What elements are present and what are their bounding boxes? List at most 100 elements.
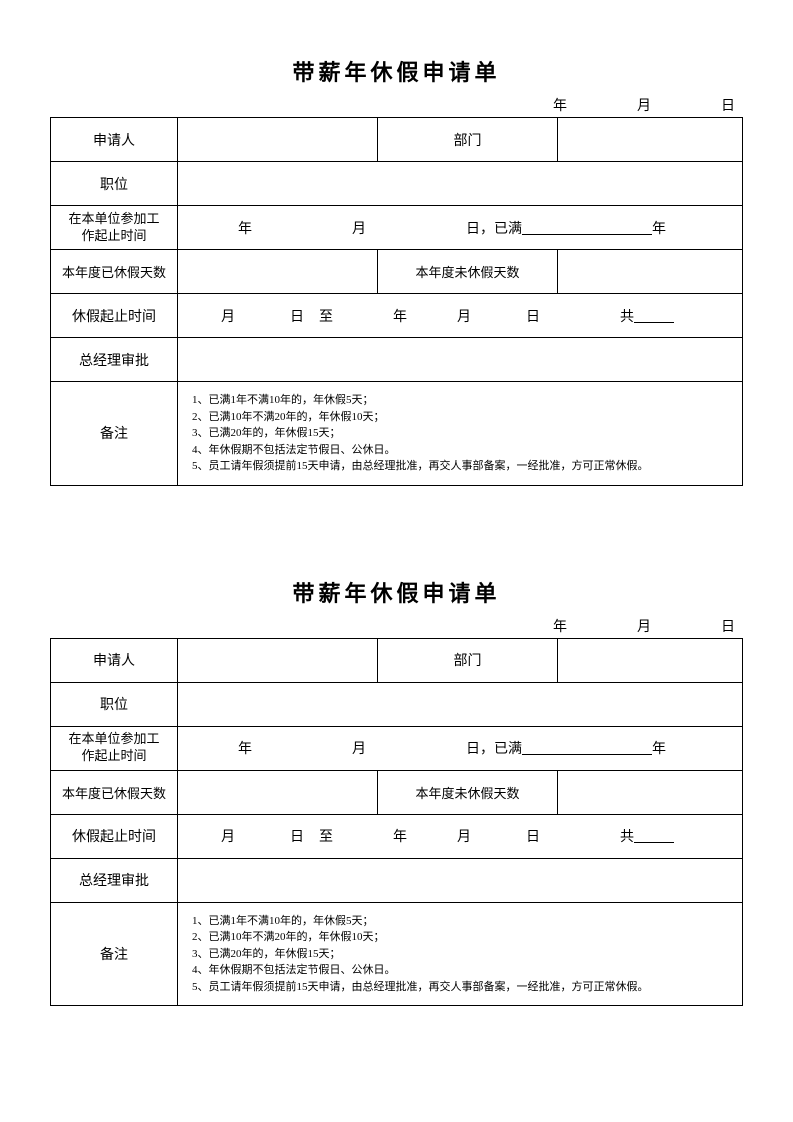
taken-days-label: 本年度已休假天数 (51, 770, 178, 814)
wt-y: 年 (238, 738, 252, 758)
row-position: 职位 (51, 682, 743, 726)
work-period-content[interactable]: 年 月 日，已满 年 (178, 726, 743, 770)
department-label: 部门 (378, 118, 558, 162)
gm-approval-label: 总经理审批 (51, 338, 178, 382)
date-gap (567, 95, 637, 115)
row-days: 本年度已休假天数 本年度未休假天数 (51, 770, 743, 814)
position-label: 职位 (51, 162, 178, 206)
date-gap (651, 95, 721, 115)
remaining-days-value[interactable] (558, 250, 743, 294)
row-gm-approval: 总经理审批 (51, 858, 743, 902)
note-line: 2、已满10年不满20年的，年休假10天； (192, 409, 732, 426)
position-label: 职位 (51, 682, 178, 726)
lt-m2: 月 (457, 306, 471, 326)
date-month-label: 月 (637, 616, 651, 636)
date-day-label: 日 (721, 95, 735, 115)
row-position: 职位 (51, 162, 743, 206)
notes-content: 1、已满1年不满10年的，年休假5天； 2、已满10年不满20年的，年休假10天… (178, 903, 742, 1006)
lt-m: 月 (221, 826, 235, 846)
row-applicant: 申请人 部门 (51, 118, 743, 162)
date-year-label: 年 (553, 95, 567, 115)
leave-period-content[interactable]: 月 日 至 年 月 日 共 (178, 814, 743, 858)
notes-label: 备注 (51, 902, 178, 1006)
note-line: 5、员工请年假须提前15天申请，由总经理批准，再交人事部备案，一经批准，方可正常… (192, 979, 732, 996)
department-value[interactable] (558, 118, 743, 162)
leave-period-label: 休假起止时间 (51, 294, 178, 338)
note-line: 1、已满1年不满10年的，年休假5天； (192, 392, 732, 409)
row-leave-period: 休假起止时间 月 日 至 年 月 日 (51, 294, 743, 338)
wt-m: 月 (352, 738, 366, 758)
work-years-underline[interactable] (522, 741, 652, 755)
wt-d: 日，已满 (466, 218, 522, 238)
work-period-label: 在本单位参加工作起止时间 (51, 726, 178, 770)
total-underline[interactable] (634, 309, 674, 323)
position-value[interactable] (178, 162, 743, 206)
note-line: 4、年休假期不包括法定节假日、公休日。 (192, 962, 732, 979)
gm-approval-value[interactable] (178, 858, 743, 902)
notes-content-cell: 1、已满1年不满10年的，年休假5天； 2、已满10年不满20年的，年休假10天… (178, 382, 743, 486)
lt-y: 年 (393, 826, 407, 846)
taken-days-value[interactable] (178, 250, 378, 294)
taken-days-label: 本年度已休假天数 (51, 250, 178, 294)
lt-y: 年 (393, 306, 407, 326)
wt-y: 年 (238, 218, 252, 238)
wt-d: 日，已满 (466, 738, 522, 758)
lt-d2: 日 (526, 306, 540, 326)
lt-d: 日 (290, 306, 304, 326)
leave-period-content[interactable]: 月 日 至 年 月 日 共 (178, 294, 743, 338)
note-line: 4、年休假期不包括法定节假日、公休日。 (192, 442, 732, 459)
date-gap (651, 616, 721, 636)
work-period-content[interactable]: 年 月 日，已满 年 (178, 206, 743, 250)
form-1: 带薪年休假申请单 年 月 日 申请人 部门 职位 在本 (50, 55, 743, 486)
position-value[interactable] (178, 682, 743, 726)
work-years-underline[interactable] (522, 221, 652, 235)
department-value[interactable] (558, 638, 743, 682)
applicant-label: 申请人 (51, 638, 178, 682)
applicant-value[interactable] (178, 638, 378, 682)
note-line: 1、已满1年不满10年的，年休假5天； (192, 913, 732, 930)
lt-total: 共 (620, 306, 634, 326)
department-label: 部门 (378, 638, 558, 682)
lt-to: 至 (319, 826, 333, 846)
note-line: 5、员工请年假须提前15天申请，由总经理批准，再交人事部备案，一经批准，方可正常… (192, 458, 732, 475)
gm-approval-label: 总经理审批 (51, 858, 178, 902)
gm-approval-value[interactable] (178, 338, 743, 382)
date-year-label: 年 (553, 616, 567, 636)
wt-suffix: 年 (652, 218, 666, 238)
applicant-label: 申请人 (51, 118, 178, 162)
row-gm-approval: 总经理审批 (51, 338, 743, 382)
row-work-period: 在本单位参加工作起止时间 年 月 日，已满 年 (51, 726, 743, 770)
remaining-days-value[interactable] (558, 770, 743, 814)
date-month-label: 月 (637, 95, 651, 115)
form-title: 带薪年休假申请单 (50, 576, 743, 608)
row-days: 本年度已休假天数 本年度未休假天数 (51, 250, 743, 294)
notes-content: 1、已满1年不满10年的，年休假5天； 2、已满10年不满20年的，年休假10天… (178, 382, 742, 485)
lt-m2: 月 (457, 826, 471, 846)
row-notes: 备注 1、已满1年不满10年的，年休假5天； 2、已满10年不满20年的，年休假… (51, 902, 743, 1006)
lt-d2: 日 (526, 826, 540, 846)
taken-days-value[interactable] (178, 770, 378, 814)
date-day-label: 日 (721, 616, 735, 636)
note-line: 3、已满20年的，年休假15天； (192, 425, 732, 442)
row-notes: 备注 1、已满1年不满10年的，年休假5天； 2、已满10年不满20年的，年休假… (51, 382, 743, 486)
applicant-value[interactable] (178, 118, 378, 162)
row-work-period: 在本单位参加工作起止时间 年 月 日，已满 年 (51, 206, 743, 250)
date-gap (567, 616, 637, 636)
lt-m: 月 (221, 306, 235, 326)
lt-to: 至 (319, 306, 333, 326)
form-2: 带薪年休假申请单 年 月 日 申请人 部门 职位 在本 (50, 576, 743, 1007)
lt-d: 日 (290, 826, 304, 846)
date-line: 年 月 日 (50, 95, 743, 115)
form-table: 申请人 部门 职位 在本单位参加工作起止时间 年 月 (50, 117, 743, 486)
page: 带薪年休假申请单 年 月 日 申请人 部门 职位 在本 (0, 0, 793, 1006)
form-title: 带薪年休假申请单 (50, 55, 743, 87)
date-line: 年 月 日 (50, 616, 743, 636)
leave-period-label: 休假起止时间 (51, 814, 178, 858)
row-leave-period: 休假起止时间 月 日 至 年 月 日 (51, 814, 743, 858)
wt-suffix: 年 (652, 738, 666, 758)
total-underline[interactable] (634, 829, 674, 843)
remaining-days-label: 本年度未休假天数 (378, 250, 558, 294)
remaining-days-label: 本年度未休假天数 (378, 770, 558, 814)
notes-content-cell: 1、已满1年不满10年的，年休假5天； 2、已满10年不满20年的，年休假10天… (178, 902, 743, 1006)
note-line: 2、已满10年不满20年的，年休假10天； (192, 929, 732, 946)
